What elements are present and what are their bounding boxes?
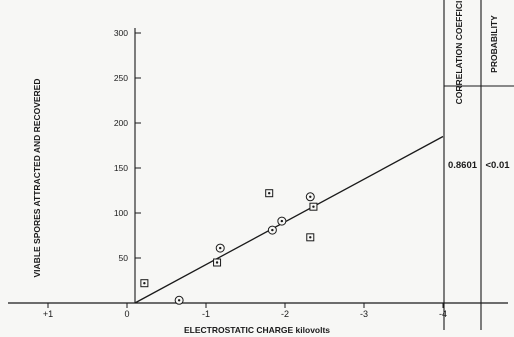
y-tick-label: 200 [114, 118, 128, 128]
x-tick-label: -3 [360, 309, 368, 319]
table-header-probability: PROBABILITY [489, 15, 499, 73]
x-ticks: +1 0 -1 -2 -3 -4 [43, 303, 447, 319]
square-point [306, 233, 315, 242]
circle-point [277, 216, 287, 226]
table-value-probability: <0.01 [485, 160, 510, 171]
regression-line [134, 135, 444, 304]
y-tick-label: 50 [119, 253, 129, 263]
y-axis-label: VIABLE SPORES ATTRACTED AND RECOVERED [32, 79, 42, 278]
axes [8, 28, 508, 304]
y-tick-label: 150 [114, 163, 128, 173]
y-tick-label: 300 [114, 28, 128, 38]
circle-point [174, 295, 184, 305]
data-points [140, 189, 318, 305]
x-tick-label: -2 [281, 309, 289, 319]
square-point [140, 279, 149, 288]
x-tick-label: -1 [202, 309, 210, 319]
x-tick-label: +1 [43, 309, 53, 319]
table-header-correlation: CORRELATION COEFFICIENT [454, 0, 464, 104]
circle-point [267, 225, 277, 235]
y-tick-label: 250 [114, 73, 128, 83]
x-tick-label: 0 [124, 309, 129, 319]
circle-point [305, 192, 315, 202]
square-point [213, 258, 222, 267]
x-tick-label: -4 [439, 309, 447, 319]
stats-table: CORRELATION COEFFICIENT PROBABILITY 0.86… [443, 0, 514, 330]
regression-line-group [134, 135, 444, 304]
table-value-correlation: 0.8601 [448, 160, 478, 171]
square-point [309, 202, 318, 211]
circle-point [215, 243, 225, 253]
y-ticks: 50 100 150 200 250 300 [114, 28, 141, 263]
x-axis-label: ELECTROSTATIC CHARGE kilovolts [184, 325, 330, 335]
y-tick-label: 100 [114, 208, 128, 218]
square-point [265, 189, 274, 198]
